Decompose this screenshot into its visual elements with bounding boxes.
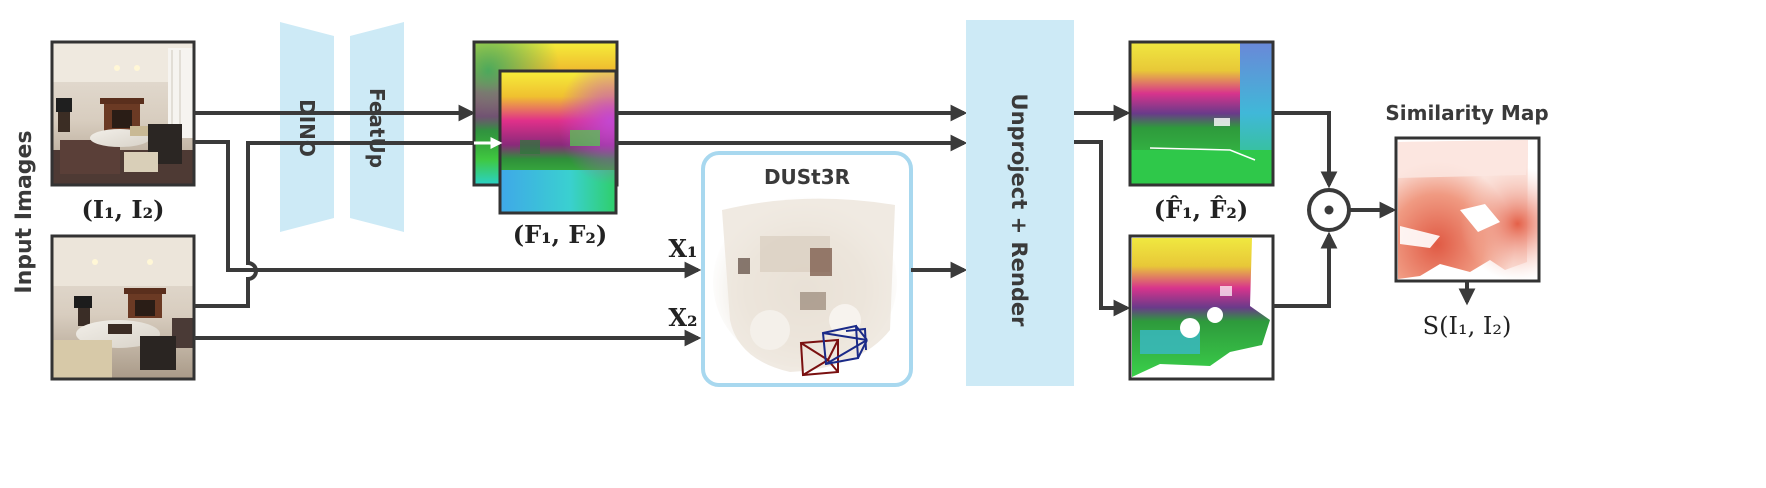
dino-label: DINO bbox=[295, 99, 319, 157]
arrow-render2-to-combine bbox=[1273, 231, 1338, 308]
similarity-map bbox=[1394, 136, 1541, 283]
dust3r-title: DUSt3R bbox=[764, 165, 850, 189]
inputs-caption: (I₁, I₂) bbox=[82, 195, 165, 224]
featup-label: FeatUp bbox=[365, 88, 389, 168]
circled-dot-icon bbox=[1307, 188, 1351, 232]
arrow-unproject-to-render2 bbox=[1074, 140, 1131, 317]
x2-label: X₂ bbox=[668, 303, 697, 332]
featup-block bbox=[350, 22, 404, 232]
arrow-image2-to-features bbox=[194, 141, 498, 308]
side-label: Input Images bbox=[12, 130, 37, 293]
camera-frustum-icon bbox=[799, 324, 868, 377]
point-cloud-icon bbox=[713, 196, 897, 372]
input-image-1 bbox=[52, 42, 194, 185]
arrow-render1-to-combine bbox=[1273, 111, 1338, 189]
arrow-image1-to-x1 bbox=[194, 140, 702, 279]
input-image-2 bbox=[52, 236, 194, 379]
feature-map-2 bbox=[498, 69, 618, 215]
x1-label: X₁ bbox=[668, 234, 697, 263]
similarity-caption: S(I₁, I₂) bbox=[1423, 312, 1512, 340]
features-caption: (F₁, F₂) bbox=[513, 220, 608, 249]
rendered-feature-2 bbox=[1128, 234, 1275, 381]
unproject-render-label: Unproject + Render bbox=[1007, 94, 1031, 328]
similarity-title: Similarity Map bbox=[1385, 101, 1548, 125]
rendered-feature-1 bbox=[1128, 40, 1275, 187]
unproject-render-block bbox=[966, 20, 1074, 386]
dino-block bbox=[280, 22, 334, 232]
rendered-caption: (F̂₁, F̂₂) bbox=[1154, 195, 1249, 224]
